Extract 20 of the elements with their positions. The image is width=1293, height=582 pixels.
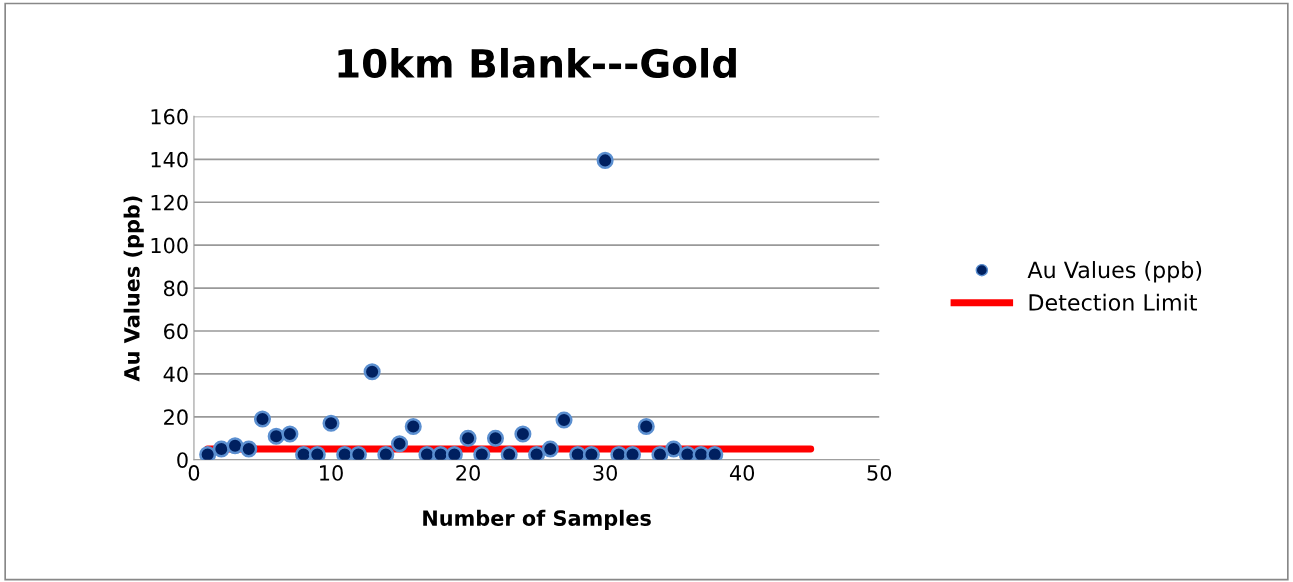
legend-label: Detection Limit bbox=[1029, 293, 1197, 311]
y-tick-label: 40 bbox=[163, 366, 188, 383]
y-tick-label: 80 bbox=[163, 280, 188, 297]
y-tick-label: 120 bbox=[151, 194, 188, 211]
y-tick-label: 0 bbox=[177, 452, 188, 468]
x-tick-label: 40 bbox=[729, 465, 755, 481]
x-axis-title: Number of Samples bbox=[423, 509, 651, 530]
x-tick-label: 10 bbox=[320, 465, 343, 481]
y-tick-label: 60 bbox=[164, 323, 188, 340]
y-tick-label: 100 bbox=[151, 237, 188, 254]
y-axis-title: Au Values (ppb) bbox=[123, 196, 144, 382]
chart-title: 10km Blank---Gold bbox=[338, 47, 736, 79]
x-tick-label: 30 bbox=[593, 465, 617, 481]
x-tick-label: 20 bbox=[456, 465, 480, 481]
x-tick-label: 0 bbox=[188, 465, 200, 481]
y-tick-label: 20 bbox=[164, 409, 188, 426]
y-tick-label: 140 bbox=[151, 151, 188, 168]
legend-label: Au Values (ppb) bbox=[1027, 261, 1202, 283]
x-tick-label: 50 bbox=[867, 465, 892, 481]
y-tick-label: 160 bbox=[151, 108, 188, 125]
